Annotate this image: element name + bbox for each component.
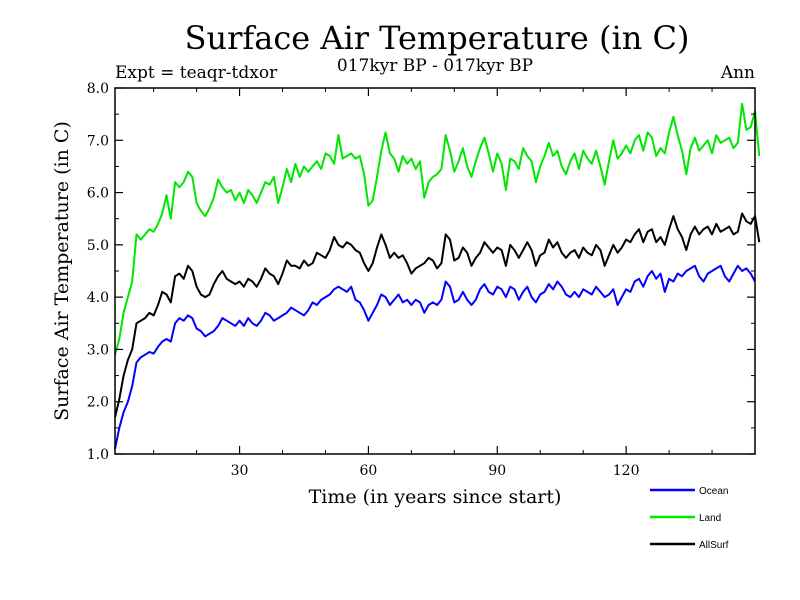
series-line-ocean xyxy=(114,264,756,450)
y-tick-label: 8.0 xyxy=(87,81,109,97)
x-tick-label: 30 xyxy=(231,463,249,479)
y-tick-label: 2.0 xyxy=(87,395,109,411)
x-tick-label: 120 xyxy=(613,463,640,479)
tick-layer: 1.0 2.0 3.0 4.0 5.0 6.0 7.0 8.0 30 60 90 120 xyxy=(87,81,755,479)
y-tick-label: 4.0 xyxy=(87,290,109,306)
plot-frame xyxy=(114,87,756,455)
season-label: Ann xyxy=(720,63,755,83)
legend: Ocean Land AllSurf xyxy=(650,486,729,551)
legend-label-land: Land xyxy=(699,513,721,524)
y-tick-label: 5.0 xyxy=(87,238,109,254)
series-line-land xyxy=(114,102,761,355)
x-tick-label: 90 xyxy=(488,463,506,479)
legend-label-allsurf: AllSurf xyxy=(699,540,729,551)
experiment-label: Expt = teaqr-tdxor xyxy=(115,63,278,83)
y-tick-label: 6.0 xyxy=(87,186,109,202)
x-axis-label: Time (in years since start) xyxy=(309,486,562,508)
y-axis-label: Surface Air Temperature (in C) xyxy=(51,121,73,421)
y-tick-label: 1.0 xyxy=(87,447,109,463)
y-tick-label: 7.0 xyxy=(87,133,109,149)
x-tick-label: 60 xyxy=(360,463,378,479)
series-layer xyxy=(114,102,761,450)
series-line-allsurf xyxy=(114,212,761,418)
chart-title: Surface Air Temperature (in C) xyxy=(185,19,690,57)
legend-label-ocean: Ocean xyxy=(699,486,728,497)
y-tick-label: 3.0 xyxy=(87,342,109,358)
chart-subtitle: 017kyr BP - 017kyr BP xyxy=(337,56,533,76)
